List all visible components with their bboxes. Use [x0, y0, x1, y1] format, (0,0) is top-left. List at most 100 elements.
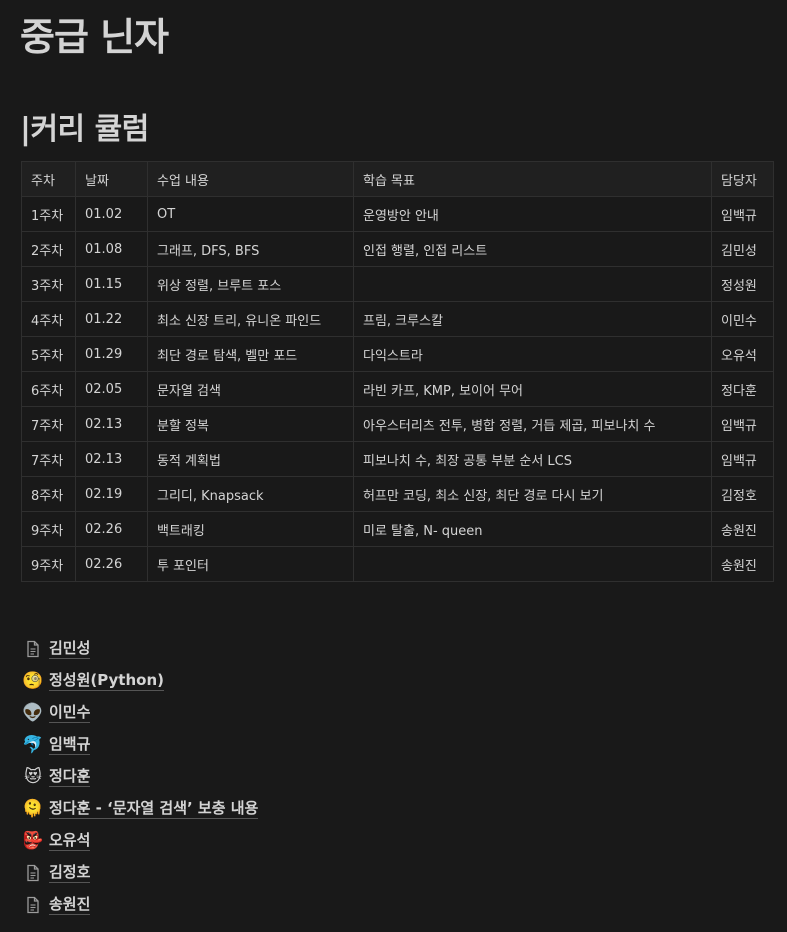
cell-date[interactable]: 02.19 — [75, 476, 148, 512]
cell-class-content[interactable]: OT — [147, 196, 354, 232]
cell-instructor[interactable]: 정다훈 — [711, 371, 774, 407]
cell-instructor[interactable]: 임백규 — [711, 196, 774, 232]
subpage-list: 김민성 🧐 정성원(Python) 👽 이민수 🐬 임백규 😻 정다훈 🫠 정다훈 - ‘문자열 검… — [22, 633, 522, 921]
cell-date[interactable]: 01.22 — [75, 301, 148, 337]
table-row: 9주차 02.26 백트래킹 미로 탈출, N- queen 송원진 — [21, 511, 774, 547]
table-row: 7주차 02.13 동적 계획법 피보나치 수, 최장 공통 부분 순서 LCS 임백규 — [21, 441, 774, 477]
column-header-learning-goal[interactable]: 학습 목표 — [353, 161, 712, 197]
table-row: 1주차 01.02 OT 운영방안 안내 임백규 — [21, 196, 774, 232]
cell-instructor[interactable]: 오유석 — [711, 336, 774, 372]
monocle-face-icon: 🧐 — [22, 670, 44, 691]
cell-instructor[interactable]: 송원진 — [711, 511, 774, 547]
curriculum-table: 주차 날짜 수업 내용 학습 목표 담당자 1주차 01.02 OT 운영방안 안내 임… — [21, 161, 774, 582]
cell-instructor[interactable]: 송원진 — [711, 546, 774, 582]
goblin-mask-icon: 👺 — [22, 830, 44, 851]
subpage-label[interactable]: 이민수 — [49, 703, 91, 723]
cell-instructor[interactable]: 이민수 — [711, 301, 774, 337]
cell-instructor[interactable]: 김정호 — [711, 476, 774, 512]
table-row: 6주차 02.05 문자열 검색 라빈 카프, KMP, 보이어 무어 정다훈 — [21, 371, 774, 407]
cell-instructor[interactable]: 김민성 — [711, 231, 774, 267]
column-header-class-content[interactable]: 수업 내용 — [147, 161, 354, 197]
document-icon — [22, 638, 44, 660]
cell-learning-goal[interactable]: 아우스터리츠 전투, 병합 정렬, 거듭 제곱, 피보나치 수 — [353, 406, 712, 442]
column-header-instructor[interactable]: 담당자 — [711, 161, 774, 197]
cell-class-content[interactable]: 문자열 검색 — [147, 371, 354, 407]
table-row: 4주차 01.22 최소 신장 트리, 유니온 파인드 프림, 크루스칼 이민수 — [21, 301, 774, 337]
cell-learning-goal[interactable]: 피보나치 수, 최장 공통 부분 순서 LCS — [353, 441, 712, 477]
subpage-link[interactable]: 😻 정다훈 — [22, 761, 522, 793]
cell-date[interactable]: 02.13 — [75, 406, 148, 442]
cell-week[interactable]: 8주차 — [21, 476, 76, 512]
subpage-link[interactable]: 김민성 — [22, 633, 522, 665]
document-icon — [22, 862, 44, 884]
subpage-link[interactable]: 👺 오유석 — [22, 825, 522, 857]
cell-date[interactable]: 01.08 — [75, 231, 148, 267]
subpage-label[interactable]: 송원진 — [49, 895, 91, 915]
cell-learning-goal[interactable]: 미로 탈출, N- queen — [353, 511, 712, 547]
cell-learning-goal[interactable]: 허프만 코딩, 최소 신장, 최단 경로 다시 보기 — [353, 476, 712, 512]
cell-instructor[interactable]: 임백규 — [711, 406, 774, 442]
cell-class-content[interactable]: 최단 경로 탐색, 벨만 포드 — [147, 336, 354, 372]
cell-learning-goal[interactable] — [353, 266, 712, 302]
cell-learning-goal[interactable]: 인접 행렬, 인접 리스트 — [353, 231, 712, 267]
table-row: 3주차 01.15 위상 정렬, 브루트 포스 정성원 — [21, 266, 774, 302]
subpage-label[interactable]: 정다훈 - ‘문자열 검색’ 보충 내용 — [49, 799, 259, 819]
cell-learning-goal[interactable]: 운영방안 안내 — [353, 196, 712, 232]
cell-learning-goal[interactable] — [353, 546, 712, 582]
cell-learning-goal[interactable]: 프림, 크루스칼 — [353, 301, 712, 337]
table-body: 1주차 01.02 OT 운영방안 안내 임백규 2주차 01.08 그래프, DFS, BF… — [21, 196, 774, 582]
cell-class-content[interactable]: 백트래킹 — [147, 511, 354, 547]
cell-class-content[interactable]: 투 포인터 — [147, 546, 354, 582]
cell-class-content[interactable]: 위상 정렬, 브루트 포스 — [147, 266, 354, 302]
subpage-link[interactable]: 🧐 정성원(Python) — [22, 665, 522, 697]
cell-date[interactable]: 01.29 — [75, 336, 148, 372]
table-row: 9주차 02.26 투 포인터 송원진 — [21, 546, 774, 582]
column-header-week[interactable]: 주차 — [21, 161, 76, 197]
cell-date[interactable]: 02.05 — [75, 371, 148, 407]
cell-week[interactable]: 7주차 — [21, 441, 76, 477]
cell-week[interactable]: 9주차 — [21, 511, 76, 547]
subpage-link[interactable]: 👽 이민수 — [22, 697, 522, 729]
cell-week[interactable]: 1주차 — [21, 196, 76, 232]
cell-class-content[interactable]: 그리디, Knapsack — [147, 476, 354, 512]
subpage-label[interactable]: 정다훈 — [49, 767, 91, 787]
cell-learning-goal[interactable]: 다익스트라 — [353, 336, 712, 372]
subpage-label[interactable]: 임백규 — [49, 735, 91, 755]
table-row: 8주차 02.19 그리디, Knapsack 허프만 코딩, 최소 신장, 최단 경… — [21, 476, 774, 512]
cell-learning-goal[interactable]: 라빈 카프, KMP, 보이어 무어 — [353, 371, 712, 407]
cell-date[interactable]: 02.13 — [75, 441, 148, 477]
subpage-link[interactable]: 송원진 — [22, 889, 522, 921]
cell-date[interactable]: 01.15 — [75, 266, 148, 302]
table-header-row: 주차 날짜 수업 내용 학습 목표 담당자 — [21, 161, 774, 197]
subpage-label[interactable]: 오유석 — [49, 831, 91, 851]
cell-class-content[interactable]: 동적 계획법 — [147, 441, 354, 477]
cell-week[interactable]: 2주차 — [21, 231, 76, 267]
cell-week[interactable]: 9주차 — [21, 546, 76, 582]
cell-date[interactable]: 02.26 — [75, 546, 148, 582]
cell-instructor[interactable]: 임백규 — [711, 441, 774, 477]
subpage-label[interactable]: 김민성 — [49, 639, 91, 659]
table-row: 2주차 01.08 그래프, DFS, BFS 인접 행렬, 인접 리스트 김민성 — [21, 231, 774, 267]
cell-class-content[interactable]: 최소 신장 트리, 유니온 파인드 — [147, 301, 354, 337]
cell-week[interactable]: 4주차 — [21, 301, 76, 337]
subpage-label[interactable]: 정성원(Python) — [49, 671, 164, 691]
cell-week[interactable]: 5주차 — [21, 336, 76, 372]
cell-week[interactable]: 6주차 — [21, 371, 76, 407]
table-row: 7주차 02.13 분할 정복 아우스터리츠 전투, 병합 정렬, 거듭 제곱, 피보… — [21, 406, 774, 442]
cell-class-content[interactable]: 분할 정복 — [147, 406, 354, 442]
document-icon — [22, 894, 44, 916]
subpage-link[interactable]: 🫠 정다훈 - ‘문자열 검색’ 보충 내용 — [22, 793, 522, 825]
cell-date[interactable]: 02.26 — [75, 511, 148, 547]
melting-face-icon: 🫠 — [22, 798, 44, 819]
subpage-link[interactable]: 김정호 — [22, 857, 522, 889]
column-header-date[interactable]: 날짜 — [75, 161, 148, 197]
cell-date[interactable]: 01.02 — [75, 196, 148, 232]
cell-instructor[interactable]: 정성원 — [711, 266, 774, 302]
subpage-label[interactable]: 김정호 — [49, 863, 91, 883]
dolphin-icon: 🐬 — [22, 734, 44, 755]
cell-week[interactable]: 7주차 — [21, 406, 76, 442]
curriculum-heading: |커리 큘럼 — [20, 112, 149, 147]
cell-class-content[interactable]: 그래프, DFS, BFS — [147, 231, 354, 267]
subpage-link[interactable]: 🐬 임백규 — [22, 729, 522, 761]
cell-week[interactable]: 3주차 — [21, 266, 76, 302]
